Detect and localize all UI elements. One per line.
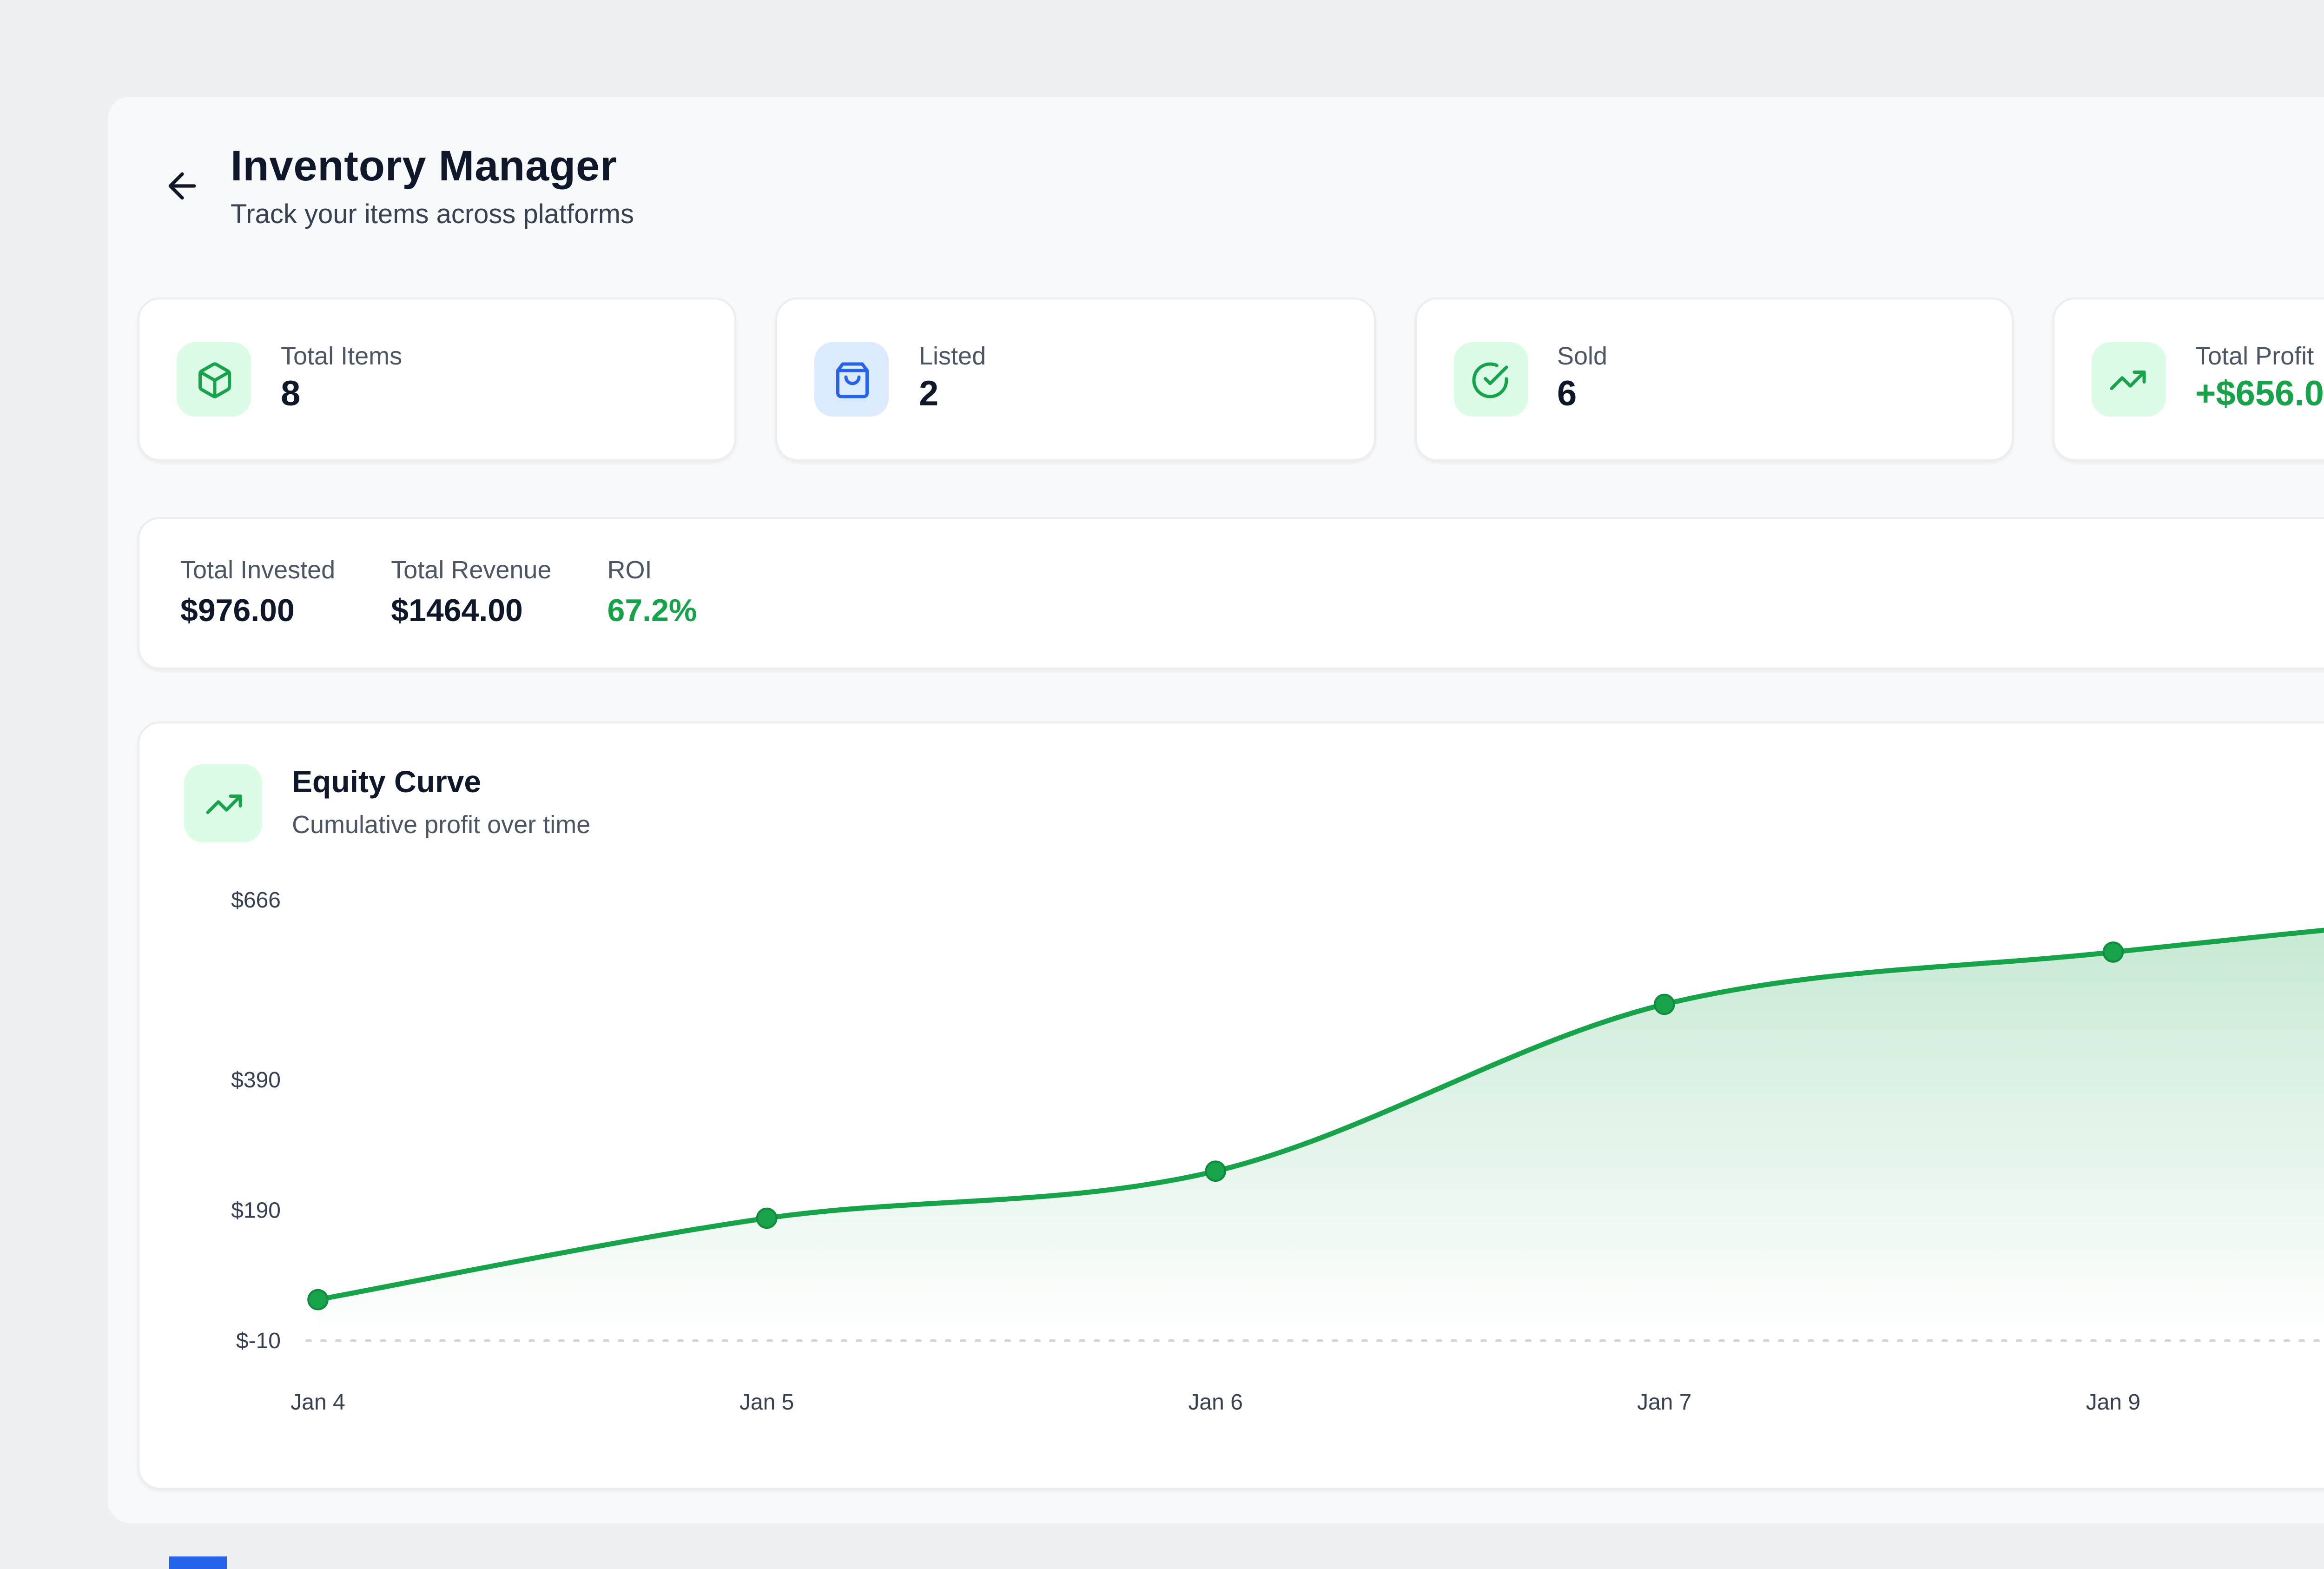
chart-title-block: Equity Curve Cumulative profit over time: [292, 764, 590, 839]
summary-card: Total Invested $976.00 Total Revenue $14…: [138, 517, 2324, 669]
page-header: Inventory Manager Track your items acros…: [149, 141, 2324, 231]
x-tick-label: Jan 5: [739, 1390, 794, 1415]
stat-value: 2: [919, 376, 939, 415]
equity-curve-chart: $666 $390 $190 $-10 Jan 4 Jan 5 Jan 6 Jan 7 Jan …: [231, 888, 2324, 1415]
page-title: Inventory Manager: [231, 141, 617, 190]
equity-curve-card: Equity Curve Cumulative profit over time…: [138, 722, 2324, 1490]
summary-value: 67.2%: [607, 593, 697, 629]
stat-text: Listed 2: [919, 342, 986, 417]
summary-label: Total Invested: [180, 556, 336, 584]
chart-point: [1654, 993, 1675, 1015]
stat-card-total-profit: Total Profit +$656.00: [2052, 298, 2324, 461]
trending-up-icon: [184, 764, 262, 842]
chart-point: [756, 1207, 778, 1229]
summary-item-roi: ROI 67.2%: [607, 556, 697, 630]
stat-value: 6: [1557, 376, 1577, 415]
stat-label: Total Items: [281, 342, 403, 370]
offscreen-blue-fragment: [169, 1556, 227, 1569]
stat-value: +$656.00: [2195, 376, 2324, 415]
stat-card-sold: Sold 6: [1414, 298, 2013, 461]
summary-label: ROI: [607, 556, 652, 584]
stat-text: Sold 6: [1557, 342, 1607, 417]
arrow-left-icon: [168, 172, 196, 200]
stat-value: 8: [281, 376, 301, 415]
summary-value: $976.00: [180, 593, 295, 629]
shopping-bag-icon: [815, 342, 889, 417]
chart-area-fill: [318, 930, 2324, 1341]
summary-value: $1464.00: [391, 593, 523, 629]
x-tick-label: Jan 4: [290, 1390, 345, 1415]
chart-subtitle: Cumulative profit over time: [292, 811, 591, 839]
x-tick-label: Jan 6: [1188, 1390, 1242, 1415]
stat-text: Total Items 8: [281, 342, 402, 417]
chart-point: [307, 1289, 329, 1311]
stat-label: Total Profit: [2195, 342, 2314, 370]
trending-up-icon: [2091, 342, 2166, 417]
stat-label: Listed: [919, 342, 986, 370]
summary-item-total-invested: Total Invested $976.00: [180, 556, 335, 630]
back-button[interactable]: [149, 152, 216, 219]
y-tick-label: $390: [231, 1068, 281, 1092]
chart-point: [1205, 1160, 1226, 1182]
chart-header: Equity Curve Cumulative profit over time…: [184, 764, 2324, 844]
chart-title: Equity Curve: [292, 766, 482, 800]
y-tick-label: $-10: [236, 1329, 281, 1353]
stat-card-listed: Listed 2: [776, 298, 1375, 461]
chart-line: [315, 927, 2324, 1302]
summary-label: Total Revenue: [391, 556, 552, 584]
stat-card-total-items: Total Items 8: [138, 298, 737, 461]
page-subtitle: Track your items across platforms: [231, 201, 634, 231]
stat-text: Total Profit +$656.00: [2195, 342, 2324, 417]
title-block: Inventory Manager Track your items acros…: [231, 141, 634, 231]
x-tick-label: Jan 9: [2086, 1390, 2140, 1415]
stat-label: Sold: [1557, 342, 1608, 370]
y-tick-label: $190: [231, 1198, 281, 1223]
y-tick-label: $666: [231, 888, 281, 913]
stats-row: Total Items 8 Listed 2: [138, 298, 2324, 461]
chart-point: [2102, 941, 2124, 963]
inventory-manager-panel: Inventory Manager Track your items acros…: [108, 97, 2324, 1523]
package-icon: [177, 342, 251, 417]
x-tick-label: Jan 7: [1637, 1390, 1691, 1415]
summary-item-total-revenue: Total Revenue $1464.00: [391, 556, 551, 630]
check-circle-icon: [1453, 342, 1527, 417]
